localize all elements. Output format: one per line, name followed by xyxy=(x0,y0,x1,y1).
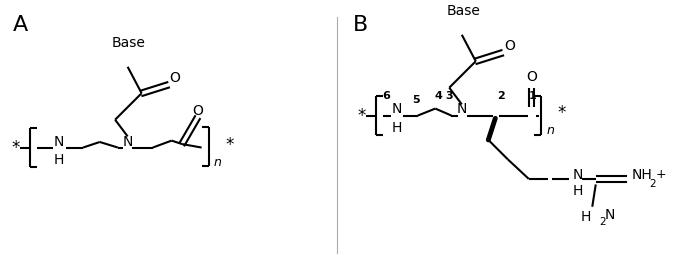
Text: Base: Base xyxy=(446,4,480,18)
Text: n: n xyxy=(546,124,554,137)
Text: H: H xyxy=(580,210,591,224)
Text: B: B xyxy=(353,15,368,35)
Text: 3: 3 xyxy=(445,91,453,101)
Text: NH: NH xyxy=(632,168,653,182)
Text: Base: Base xyxy=(112,36,146,50)
Text: 2: 2 xyxy=(599,217,606,227)
Text: *: * xyxy=(12,139,20,157)
Text: *: * xyxy=(358,107,366,125)
Text: O: O xyxy=(192,104,203,118)
Text: N: N xyxy=(53,135,64,149)
Text: N: N xyxy=(456,102,467,116)
Text: N: N xyxy=(391,102,402,116)
Text: +: + xyxy=(656,168,666,181)
Text: 6: 6 xyxy=(382,91,391,101)
Text: H: H xyxy=(572,184,583,198)
Text: 1: 1 xyxy=(529,91,537,101)
Text: N: N xyxy=(605,208,615,222)
Text: O: O xyxy=(170,71,180,85)
Text: 2: 2 xyxy=(649,180,656,189)
Text: O: O xyxy=(526,70,537,84)
Text: A: A xyxy=(13,15,29,35)
Text: 5: 5 xyxy=(412,95,420,105)
Text: n: n xyxy=(213,156,222,169)
Text: O: O xyxy=(504,39,514,53)
Text: *: * xyxy=(225,136,233,154)
Text: N: N xyxy=(122,135,133,149)
Text: 2: 2 xyxy=(497,91,505,101)
Text: 4: 4 xyxy=(434,91,442,101)
Text: N: N xyxy=(572,168,583,183)
Text: H: H xyxy=(391,121,402,135)
Text: *: * xyxy=(557,105,565,122)
Text: H: H xyxy=(53,153,64,167)
